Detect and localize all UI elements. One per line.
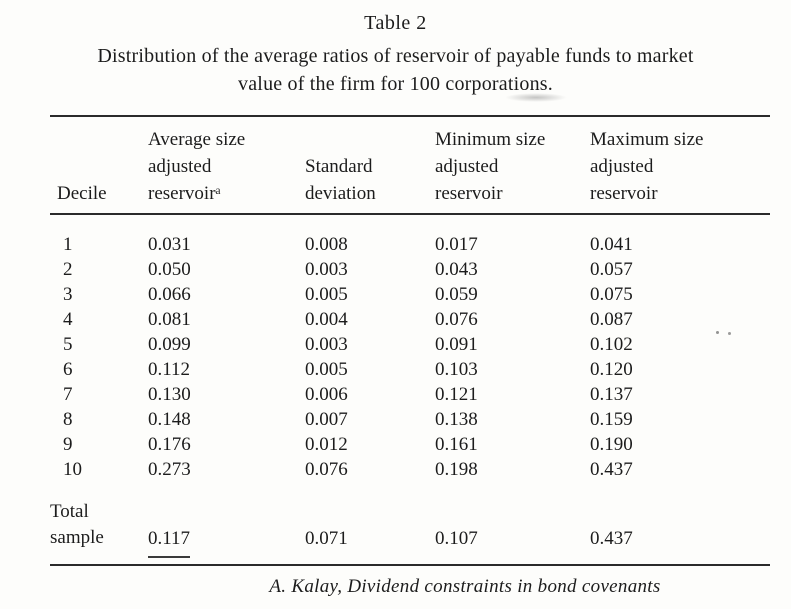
decile-cell: 10 [63, 459, 82, 480]
maximum-reservoir-cell: 0.102 [590, 334, 633, 355]
scan-noise-dots [716, 331, 719, 334]
table-body: 1 0.031 0.008 0.017 0.041 2 0.050 0.003 … [50, 214, 770, 482]
standard-deviation-cell: 0.006 [305, 384, 348, 405]
total-sample-label: Total sample [50, 501, 104, 548]
minimum-reservoir-cell: 0.059 [435, 284, 478, 305]
average-reservoir-cell: 0.050 [148, 259, 191, 280]
table-row: 10 0.273 0.076 0.198 0.437 [50, 457, 770, 482]
minimum-reservoir-cell: 0.103 [435, 359, 478, 380]
standard-deviation-cell: 0.007 [305, 409, 348, 430]
decile-cell: 8 [63, 409, 73, 430]
decile-cell: 4 [63, 309, 73, 330]
total-min-cell: 0.107 [435, 528, 478, 549]
standard-deviation-cell: 0.008 [305, 234, 348, 255]
header-standard-deviation: Standard deviation [305, 116, 435, 215]
minimum-reservoir-cell: 0.121 [435, 384, 478, 405]
average-reservoir-cell: 0.273 [148, 459, 191, 480]
distribution-table: Decile Average size adjusted reservoirᵃ … [50, 115, 770, 566]
scan-noise-smudge [505, 93, 567, 102]
table-row: 3 0.066 0.005 0.059 0.075 [50, 282, 770, 307]
standard-deviation-cell: 0.005 [305, 284, 348, 305]
average-reservoir-cell: 0.099 [148, 334, 191, 355]
average-reservoir-cell: 0.130 [148, 384, 191, 405]
running-head: A. Kalay, Dividend constraints in bond c… [269, 576, 661, 597]
decile-cell: 6 [63, 359, 73, 380]
total-std-cell: 0.071 [305, 528, 348, 549]
maximum-reservoir-cell: 0.437 [590, 459, 633, 480]
average-reservoir-cell: 0.112 [148, 359, 191, 380]
maximum-reservoir-cell: 0.087 [590, 309, 633, 330]
caption-line-2: value of the firm for 100 corporations. [238, 73, 553, 95]
minimum-reservoir-cell: 0.043 [435, 259, 478, 280]
table-row: 7 0.130 0.006 0.121 0.137 [50, 382, 770, 407]
maximum-reservoir-cell: 0.075 [590, 284, 633, 305]
table-row: 5 0.099 0.003 0.091 0.102 [50, 332, 770, 357]
total-max-cell: 0.437 [590, 528, 633, 549]
average-reservoir-cell: 0.081 [148, 309, 191, 330]
table-row: 6 0.112 0.005 0.103 0.120 [50, 357, 770, 382]
maximum-reservoir-cell: 0.159 [590, 409, 633, 430]
standard-deviation-cell: 0.003 [305, 334, 348, 355]
header-minimum-size: Minimum size adjusted reservoir [435, 116, 590, 215]
average-reservoir-cell: 0.148 [148, 409, 191, 430]
decile-cell: 1 [63, 234, 73, 255]
maximum-reservoir-cell: 0.041 [590, 234, 633, 255]
total-sample-row: Total sample 0.117 0.071 0.107 0.437 [50, 482, 770, 565]
underline-mark: 0.117 [148, 526, 191, 558]
average-reservoir-cell: 0.031 [148, 234, 191, 255]
header-decile: Decile [50, 116, 148, 215]
minimum-reservoir-cell: 0.161 [435, 434, 478, 455]
standard-deviation-cell: 0.005 [305, 359, 348, 380]
standard-deviation-cell: 0.003 [305, 259, 348, 280]
minimum-reservoir-cell: 0.076 [435, 309, 478, 330]
standard-deviation-cell: 0.076 [305, 459, 348, 480]
caption-line-1: Distribution of the average ratios of re… [97, 45, 694, 67]
maximum-reservoir-cell: 0.120 [590, 359, 633, 380]
table-title: Table 2 [364, 12, 427, 34]
table-row: 2 0.050 0.003 0.043 0.057 [50, 257, 770, 282]
standard-deviation-cell: 0.004 [305, 309, 348, 330]
table-row: 9 0.176 0.012 0.161 0.190 [50, 432, 770, 457]
header-maximum-size: Maximum size adjusted reservoir [590, 116, 770, 215]
header-average-size: Average size adjusted reservoirᵃ [148, 116, 305, 215]
decile-cell: 9 [63, 434, 73, 455]
decile-cell: 5 [63, 334, 73, 355]
minimum-reservoir-cell: 0.017 [435, 234, 478, 255]
decile-cell: 2 [63, 259, 73, 280]
maximum-reservoir-cell: 0.137 [590, 384, 633, 405]
table-caption: Distribution of the average ratios of re… [0, 42, 791, 98]
total-avg-cell: 0.117 [148, 482, 305, 565]
standard-deviation-cell: 0.012 [305, 434, 348, 455]
average-reservoir-cell: 0.066 [148, 284, 191, 305]
decile-cell: 7 [63, 384, 73, 405]
minimum-reservoir-cell: 0.198 [435, 459, 478, 480]
maximum-reservoir-cell: 0.057 [590, 259, 633, 280]
minimum-reservoir-cell: 0.091 [435, 334, 478, 355]
table-row: 8 0.148 0.007 0.138 0.159 [50, 407, 770, 432]
table-row: 4 0.081 0.004 0.076 0.087 [50, 307, 770, 332]
table-row: 1 0.031 0.008 0.017 0.041 [50, 214, 770, 257]
header-row: Decile Average size adjusted reservoirᵃ … [50, 116, 770, 215]
average-reservoir-cell: 0.176 [148, 434, 191, 455]
decile-cell: 3 [63, 284, 73, 305]
minimum-reservoir-cell: 0.138 [435, 409, 478, 430]
maximum-reservoir-cell: 0.190 [590, 434, 633, 455]
